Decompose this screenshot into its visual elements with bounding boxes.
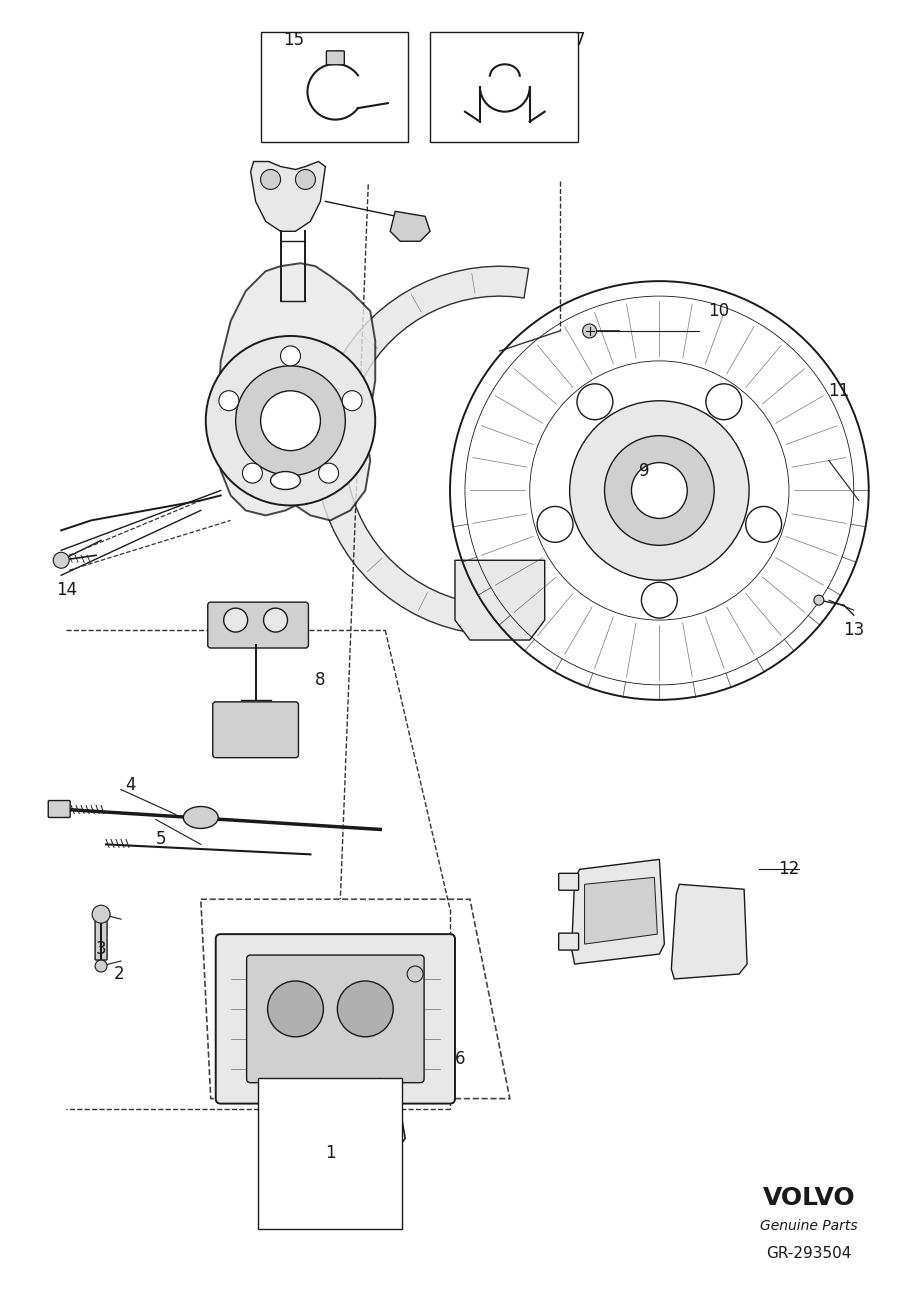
Ellipse shape	[271, 472, 301, 490]
FancyBboxPatch shape	[246, 955, 424, 1082]
Polygon shape	[671, 885, 747, 979]
Polygon shape	[390, 212, 430, 242]
Polygon shape	[584, 877, 658, 944]
Circle shape	[92, 905, 110, 924]
FancyBboxPatch shape	[559, 873, 579, 890]
Circle shape	[236, 366, 345, 475]
Circle shape	[53, 552, 69, 568]
Text: 14: 14	[55, 581, 77, 599]
Circle shape	[281, 346, 301, 366]
Ellipse shape	[183, 807, 218, 829]
Polygon shape	[251, 161, 325, 231]
Text: VOLVO: VOLVO	[763, 1186, 855, 1211]
Circle shape	[206, 336, 375, 505]
Text: GR-293504: GR-293504	[766, 1246, 852, 1260]
Circle shape	[407, 966, 423, 982]
Circle shape	[261, 169, 281, 190]
Circle shape	[261, 391, 321, 451]
Text: 5: 5	[156, 830, 166, 848]
Circle shape	[570, 401, 749, 581]
Circle shape	[631, 462, 688, 518]
Text: 6: 6	[455, 1050, 465, 1068]
Text: 7: 7	[574, 31, 585, 49]
Circle shape	[814, 595, 824, 605]
Text: 2: 2	[114, 965, 124, 983]
Text: 10: 10	[708, 303, 729, 320]
FancyBboxPatch shape	[95, 918, 107, 960]
Text: 9: 9	[639, 461, 650, 479]
FancyBboxPatch shape	[559, 933, 579, 950]
FancyBboxPatch shape	[48, 800, 70, 817]
Circle shape	[267, 981, 323, 1037]
FancyBboxPatch shape	[326, 51, 344, 65]
Text: 11: 11	[828, 382, 850, 400]
Polygon shape	[216, 264, 375, 521]
Text: 4: 4	[126, 776, 136, 794]
Circle shape	[219, 391, 239, 410]
Polygon shape	[455, 560, 545, 640]
Text: 8: 8	[315, 670, 325, 688]
FancyBboxPatch shape	[216, 934, 455, 1104]
Polygon shape	[315, 266, 529, 633]
Circle shape	[641, 582, 678, 618]
Circle shape	[224, 608, 247, 633]
Circle shape	[577, 383, 612, 420]
FancyBboxPatch shape	[261, 32, 408, 142]
Circle shape	[537, 507, 573, 542]
Polygon shape	[572, 860, 664, 964]
FancyBboxPatch shape	[213, 701, 298, 757]
Text: Genuine Parts: Genuine Parts	[760, 1220, 858, 1233]
Circle shape	[342, 391, 362, 410]
Text: 15: 15	[283, 31, 304, 49]
Circle shape	[319, 464, 339, 483]
Circle shape	[337, 981, 393, 1037]
Text: 13: 13	[843, 621, 864, 639]
Circle shape	[706, 383, 742, 420]
Circle shape	[746, 507, 782, 542]
Circle shape	[95, 960, 107, 972]
Text: 12: 12	[778, 860, 800, 878]
FancyBboxPatch shape	[207, 603, 308, 648]
FancyBboxPatch shape	[430, 32, 578, 142]
Circle shape	[583, 323, 596, 338]
Circle shape	[295, 169, 315, 190]
Circle shape	[264, 608, 287, 633]
Circle shape	[243, 464, 263, 483]
Text: 3: 3	[96, 940, 106, 959]
Text: 1: 1	[325, 1144, 336, 1163]
Circle shape	[604, 435, 714, 546]
